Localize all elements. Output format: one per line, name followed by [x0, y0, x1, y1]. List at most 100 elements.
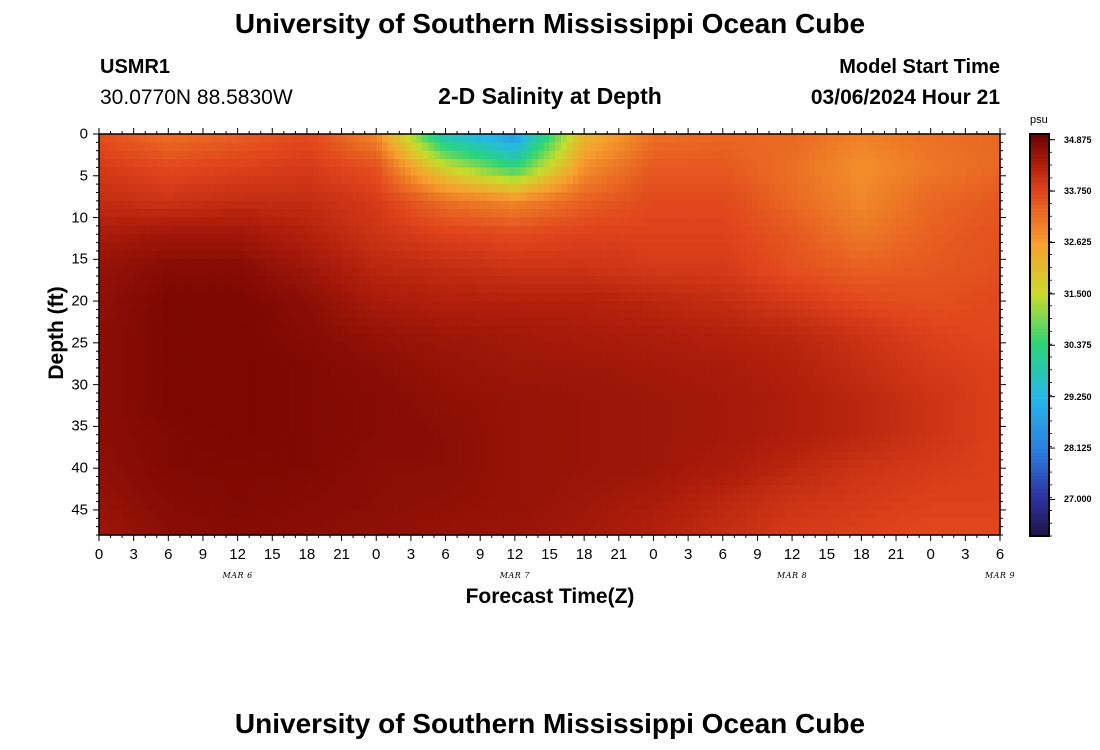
heatmap-cell — [844, 209, 851, 219]
heatmap-cell — [693, 284, 701, 294]
heatmap-cell — [272, 309, 279, 319]
heatmap-cell — [243, 150, 250, 160]
heatmap-cell — [480, 384, 487, 394]
heatmap-cell — [693, 134, 701, 143]
heatmap-cell — [468, 376, 476, 386]
heatmap-cell — [353, 142, 360, 152]
heatmap-cell — [815, 200, 822, 210]
heatmap-cell — [948, 351, 955, 361]
heatmap-cell — [162, 259, 169, 269]
heatmap-cell — [520, 242, 527, 252]
heatmap-cell — [162, 276, 169, 285]
heatmap-cell — [942, 309, 949, 319]
heatmap-cell — [451, 392, 458, 402]
heatmap-cell — [994, 317, 1001, 327]
heatmap-cell — [341, 317, 348, 327]
heatmap-cell — [907, 242, 914, 252]
heatmap-cell — [387, 309, 395, 319]
heatmap-cell — [503, 317, 510, 327]
heatmap-cell — [179, 209, 187, 219]
heatmap-cell — [399, 276, 406, 285]
heatmap-cell — [503, 384, 510, 394]
heatmap-cell — [543, 167, 551, 177]
heatmap-cell — [312, 159, 320, 169]
heatmap-cell — [948, 192, 955, 202]
heatmap-cell — [537, 159, 545, 169]
heatmap-cell — [312, 384, 320, 394]
heatmap-cell — [503, 167, 510, 177]
heatmap-cell — [410, 376, 418, 386]
heatmap-cell — [728, 284, 735, 294]
heatmap-cell — [532, 384, 539, 394]
heatmap-cell — [820, 242, 828, 252]
heatmap-cell — [561, 167, 568, 177]
heatmap-cell — [930, 326, 938, 336]
heatmap-cell — [99, 242, 106, 252]
heatmap-cell — [445, 142, 452, 152]
heatmap-cell — [913, 376, 920, 386]
heatmap-cell — [491, 259, 499, 269]
heatmap-cell — [676, 351, 683, 361]
heatmap-cell — [844, 317, 851, 327]
heatmap-cell — [231, 142, 239, 152]
heatmap-cell — [462, 326, 470, 336]
heatmap-cell — [439, 359, 447, 369]
heatmap-cell — [728, 276, 735, 285]
heatmap-cell — [428, 359, 435, 369]
heatmap-cell — [110, 334, 117, 344]
heatmap-cell — [913, 192, 920, 202]
heatmap-cell — [740, 301, 747, 311]
heatmap-cell — [982, 242, 990, 252]
heatmap-cell — [763, 317, 770, 327]
heatmap-cell — [751, 284, 759, 294]
heatmap-cell — [439, 317, 447, 327]
heatmap-cell — [878, 267, 886, 277]
heatmap-cell — [312, 142, 320, 152]
heatmap-cell — [468, 167, 476, 177]
heatmap-cell — [768, 351, 776, 361]
heatmap-cell — [387, 367, 395, 377]
heatmap-cell — [595, 192, 603, 202]
heatmap-cell — [312, 351, 320, 361]
heatmap-cell — [792, 284, 799, 294]
heatmap-cell — [295, 376, 302, 386]
heatmap-cell — [555, 175, 562, 185]
heatmap-cell — [295, 242, 302, 252]
heatmap-cell — [260, 342, 268, 352]
heatmap-cell — [364, 317, 372, 327]
heatmap-cell — [716, 150, 724, 160]
heatmap-cell — [618, 242, 626, 252]
heatmap-cell — [387, 200, 395, 210]
heatmap-cell — [948, 309, 955, 319]
heatmap-cell — [543, 317, 551, 327]
heatmap-cell — [185, 292, 193, 302]
heatmap-cell — [520, 150, 527, 160]
heatmap-cell — [278, 250, 285, 260]
heatmap-cell — [330, 142, 337, 152]
heatmap-cell — [278, 267, 285, 277]
heatmap-cell — [532, 359, 539, 369]
heatmap-cell — [509, 351, 516, 361]
heatmap-cell — [659, 276, 666, 285]
heatmap-cell — [301, 167, 308, 177]
heatmap-cell — [226, 317, 233, 327]
heatmap-cell — [849, 142, 857, 152]
heatmap-cell — [745, 167, 753, 177]
heatmap-cell — [237, 317, 244, 327]
heatmap-cell — [589, 276, 597, 285]
heatmap-cell — [376, 351, 383, 361]
heatmap-cell — [757, 376, 764, 386]
heatmap-cell — [537, 301, 545, 311]
heatmap-cell — [549, 200, 556, 210]
heatmap-cell — [942, 342, 949, 352]
heatmap-cell — [179, 217, 187, 227]
heatmap-cell — [572, 259, 579, 269]
heatmap-cell — [953, 309, 961, 319]
heatmap-cell — [266, 200, 273, 210]
heatmap-cell — [220, 367, 227, 377]
heatmap-cell — [965, 142, 972, 152]
heatmap-cell — [289, 367, 296, 377]
heatmap-cell — [601, 150, 608, 160]
heatmap-cell — [624, 217, 631, 227]
heatmap-cell — [636, 276, 643, 285]
